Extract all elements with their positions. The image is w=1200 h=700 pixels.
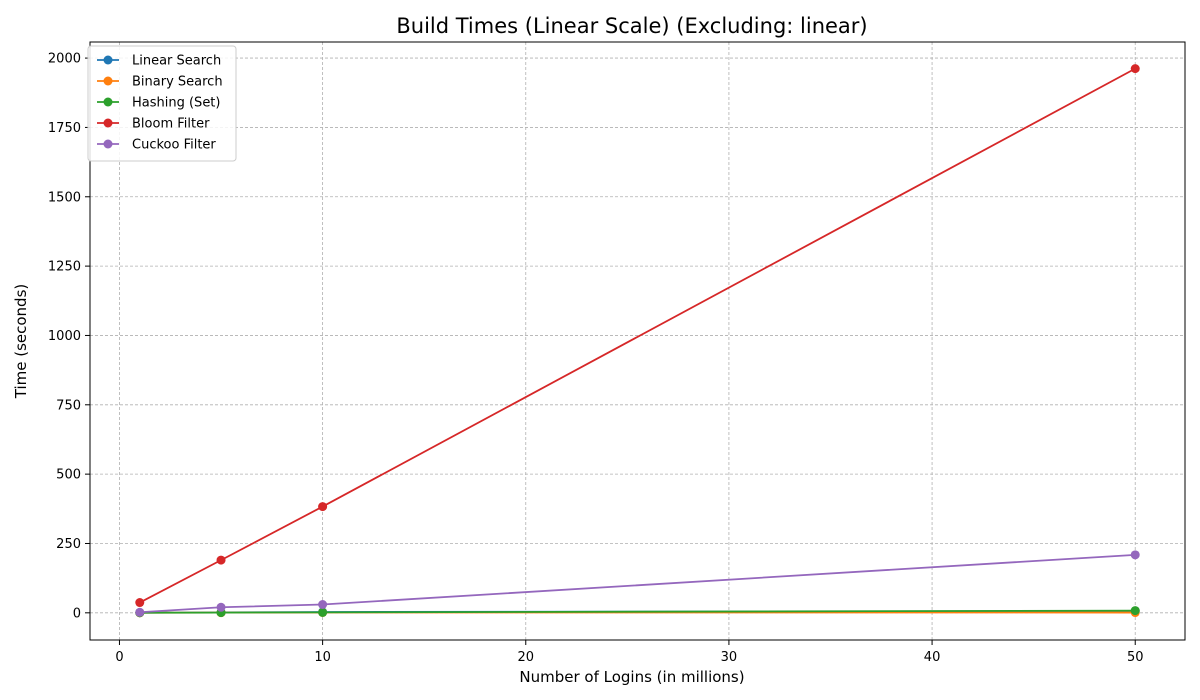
y-axis-label: Time (seconds)	[12, 284, 30, 400]
legend: Linear Search Binary Search Hashing (Set) B…	[87, 45, 237, 162]
x-axis-ticks: 0 10 20 30 40 50	[115, 640, 1144, 665]
legend-box	[87, 45, 237, 162]
y-tick-label: 1500	[48, 190, 81, 205]
x-tick-label: 0	[115, 650, 123, 665]
legend-swatch-marker	[103, 76, 113, 86]
data-point-bloom-filter	[318, 502, 328, 512]
legend-item-cuckoo-filter: Cuckoo Filter	[97, 138, 216, 153]
x-tick-label: 30	[721, 650, 738, 665]
legend-label: Binary Search	[132, 75, 223, 90]
plot-frame	[89, 41, 1186, 641]
series-bloom-filter	[135, 64, 1140, 608]
data-point-hashing-set	[1130, 606, 1140, 616]
legend-item-linear-search: Linear Search	[97, 54, 221, 69]
x-axis-label: Number of Logins (in millions)	[519, 668, 744, 686]
data-point-cuckoo-filter	[318, 599, 328, 609]
legend-item-binary-search: Binary Search	[97, 75, 223, 90]
y-tick-label: 0	[73, 606, 81, 621]
series-layer	[135, 64, 1140, 618]
legend-swatch-marker	[103, 55, 113, 65]
data-point-cuckoo-filter	[1130, 550, 1140, 560]
y-tick-label: 500	[56, 468, 81, 483]
series-line-bloom-filter	[139, 67, 1136, 604]
data-point-cuckoo-filter	[135, 607, 145, 617]
data-point-bloom-filter	[135, 598, 145, 608]
legend-label: Hashing (Set)	[132, 96, 220, 111]
y-tick-label: 2000	[48, 52, 81, 67]
data-point-bloom-filter	[1130, 64, 1140, 74]
data-point-cuckoo-filter	[216, 602, 226, 612]
x-tick-label: 10	[314, 650, 331, 665]
y-tick-label: 1750	[48, 121, 81, 136]
legend-label: Bloom Filter	[132, 117, 210, 132]
series-cuckoo-filter	[135, 550, 1140, 617]
legend-label: Cuckoo Filter	[132, 138, 216, 153]
x-tick-label: 50	[1127, 650, 1144, 665]
legend-swatch-marker	[103, 139, 113, 149]
legend-item-hashing-set: Hashing (Set)	[97, 96, 220, 111]
y-tick-label: 750	[56, 398, 81, 413]
y-tick-label: 250	[56, 537, 81, 552]
grid-layer	[90, 42, 1185, 640]
x-tick-label: 40	[924, 650, 941, 665]
legend-swatch-marker	[103, 118, 113, 128]
y-tick-label: 1250	[48, 260, 81, 275]
y-axis-ticks: 0 250 500 750 1000 1250 1500 1750 2000	[48, 52, 90, 621]
series-line-hashing-set	[139, 609, 1136, 614]
series-hashing-set	[135, 606, 1140, 618]
legend-item-bloom-filter: Bloom Filter	[97, 117, 210, 132]
legend-label: Linear Search	[132, 54, 221, 69]
data-point-bloom-filter	[216, 555, 226, 565]
series-line-cuckoo-filter	[139, 553, 1136, 614]
chart-title: Build Times (Linear Scale) (Excluding: l…	[396, 14, 867, 38]
legend-swatch-marker	[103, 97, 113, 107]
y-tick-label: 1000	[48, 329, 81, 344]
x-tick-label: 20	[517, 650, 534, 665]
data-point-hashing-set	[318, 607, 328, 617]
